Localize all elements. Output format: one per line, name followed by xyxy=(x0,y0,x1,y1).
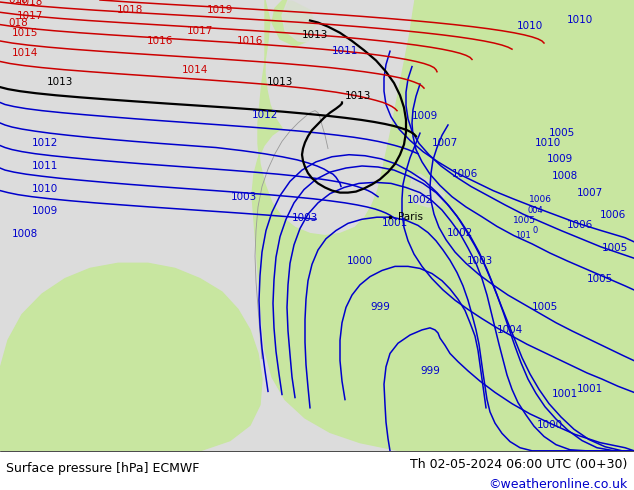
Text: 1005: 1005 xyxy=(587,274,613,284)
Text: 1001: 1001 xyxy=(552,390,578,399)
Polygon shape xyxy=(0,263,262,451)
Text: 1013: 1013 xyxy=(345,91,371,101)
Text: 1014: 1014 xyxy=(12,49,38,58)
Text: 1009: 1009 xyxy=(547,154,573,164)
Polygon shape xyxy=(410,174,445,207)
Text: 1010: 1010 xyxy=(32,184,58,194)
Text: 1006: 1006 xyxy=(529,196,552,204)
Text: 1010: 1010 xyxy=(535,139,561,148)
Text: Paris: Paris xyxy=(398,212,423,222)
Text: 0: 0 xyxy=(533,226,538,235)
Text: 1009: 1009 xyxy=(32,206,58,216)
Text: 1003: 1003 xyxy=(231,192,257,202)
Text: 1011: 1011 xyxy=(32,161,58,171)
Text: 1010: 1010 xyxy=(517,21,543,30)
Text: 1012: 1012 xyxy=(32,139,58,148)
Text: 1001: 1001 xyxy=(577,384,603,394)
Text: 1010: 1010 xyxy=(567,16,593,25)
Polygon shape xyxy=(282,0,340,43)
Text: 1001: 1001 xyxy=(382,219,408,228)
Text: 018: 018 xyxy=(8,18,28,27)
Text: 1017: 1017 xyxy=(17,11,43,22)
Text: 1016: 1016 xyxy=(147,36,173,46)
Text: 1008: 1008 xyxy=(552,171,578,181)
Text: 1006: 1006 xyxy=(452,169,478,179)
Text: 1000: 1000 xyxy=(347,256,373,266)
Text: 1003: 1003 xyxy=(467,256,493,266)
Text: 1007: 1007 xyxy=(577,188,603,197)
Text: 004: 004 xyxy=(527,205,543,215)
Text: 1013: 1013 xyxy=(302,30,328,40)
Text: Th 02-05-2024 06:00 UTC (00+30): Th 02-05-2024 06:00 UTC (00+30) xyxy=(410,458,628,471)
Text: 1006: 1006 xyxy=(600,210,626,220)
Text: 1013: 1013 xyxy=(47,77,73,87)
Text: 1005: 1005 xyxy=(549,128,575,138)
Text: 1013: 1013 xyxy=(267,77,293,87)
Text: 1012: 1012 xyxy=(252,110,278,120)
Text: 1005: 1005 xyxy=(532,302,558,312)
Text: 1007: 1007 xyxy=(432,139,458,148)
Text: 1009: 1009 xyxy=(412,111,438,121)
Polygon shape xyxy=(468,0,515,41)
Text: 1002: 1002 xyxy=(447,227,473,238)
Text: ©weatheronline.co.uk: ©weatheronline.co.uk xyxy=(488,478,628,490)
Text: 999: 999 xyxy=(370,302,390,312)
Text: 1008: 1008 xyxy=(12,229,38,239)
Text: 1018: 1018 xyxy=(17,0,43,7)
Text: 1003: 1003 xyxy=(292,213,318,223)
Text: 1018: 1018 xyxy=(117,5,143,15)
Text: 1016: 1016 xyxy=(237,36,263,46)
Text: 1015: 1015 xyxy=(12,28,38,38)
Text: 1002: 1002 xyxy=(407,195,433,205)
Text: 999: 999 xyxy=(420,366,440,376)
Polygon shape xyxy=(252,0,634,451)
Text: 101: 101 xyxy=(515,231,531,240)
Text: 1017: 1017 xyxy=(187,26,213,36)
Text: 1019: 1019 xyxy=(207,5,233,15)
Text: 1000: 1000 xyxy=(537,420,563,430)
Text: 1014: 1014 xyxy=(182,65,208,74)
Text: 1011: 1011 xyxy=(332,46,358,56)
Text: 1004: 1004 xyxy=(497,325,523,335)
Text: 1005: 1005 xyxy=(512,216,536,225)
Text: 018: 018 xyxy=(8,0,28,5)
Text: 1005: 1005 xyxy=(602,243,628,253)
Text: Surface pressure [hPa] ECMWF: Surface pressure [hPa] ECMWF xyxy=(6,462,200,475)
Text: 1006: 1006 xyxy=(567,220,593,230)
Polygon shape xyxy=(272,0,315,46)
